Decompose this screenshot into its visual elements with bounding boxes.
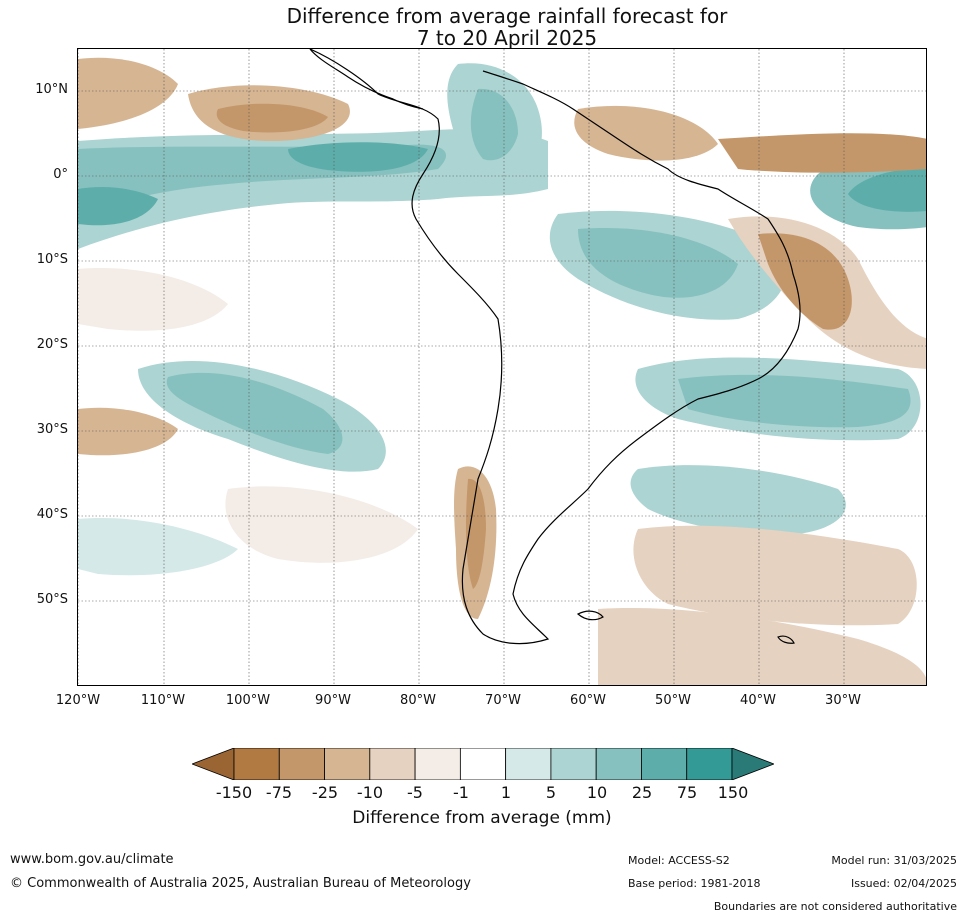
copyright-notice: © Commonwealth of Australia 2025, Austra… xyxy=(10,876,471,891)
lon-label-110w: 110°W xyxy=(140,693,186,708)
colorbar-label: -75 xyxy=(265,783,293,802)
lat-label-30s: 30°S xyxy=(36,422,68,437)
colorbar-label: 25 xyxy=(631,783,653,802)
colorbar-swatch xyxy=(641,748,688,780)
colorbar-swatch xyxy=(505,748,552,780)
lon-label-50w: 50°W xyxy=(655,693,691,708)
bom-climate-link[interactable]: www.bom.gov.au/climate xyxy=(10,852,174,867)
colorbar-swatch xyxy=(414,748,461,780)
colorbar-label: 150 xyxy=(717,783,749,802)
colorbar-swatch xyxy=(686,748,733,780)
falkland-islands xyxy=(576,610,604,621)
lat-label-40s: 40°S xyxy=(36,507,68,522)
lat-label-10s: 10°S xyxy=(36,252,68,267)
colorbar xyxy=(192,748,774,780)
lon-label-70w: 70°W xyxy=(485,693,521,708)
lon-label-60w: 60°W xyxy=(570,693,606,708)
colorbar-label: 1 xyxy=(500,783,512,802)
colorbar-label: 10 xyxy=(586,783,608,802)
issued-date: Issued: 02/04/2025 xyxy=(850,877,957,890)
colorbar-label: -150 xyxy=(215,783,253,802)
colorbar-label: -25 xyxy=(311,783,339,802)
colorbar-swatch xyxy=(233,748,280,780)
map-title-line1: Difference from average rainfall forecas… xyxy=(286,4,728,28)
colorbar-swatch xyxy=(595,748,642,780)
lon-label-100w: 100°W xyxy=(225,693,271,708)
lat-label-0: 0° xyxy=(53,167,68,182)
colorbar-label: 75 xyxy=(676,783,698,802)
model-info: Model: ACCESS-S2 xyxy=(628,854,730,867)
graticule xyxy=(78,49,926,685)
colorbar-swatch xyxy=(369,748,416,780)
colorbar-label: -1 xyxy=(453,783,469,802)
colorbar-label: -5 xyxy=(407,783,423,802)
colorbar-swatch xyxy=(459,748,507,780)
lon-label-80w: 80°W xyxy=(400,693,436,708)
rainfall-map xyxy=(77,48,927,686)
colorbar-swatch xyxy=(550,748,597,780)
model-run-date: Model run: 31/03/2025 xyxy=(831,854,957,867)
colorbar-label: -10 xyxy=(356,783,384,802)
lon-label-40w: 40°W xyxy=(740,693,776,708)
south-america-coastline xyxy=(309,49,801,645)
base-period: Base period: 1981-2018 xyxy=(628,877,761,890)
map-title-line2: 7 to 20 April 2025 xyxy=(416,26,598,50)
south-georgia xyxy=(777,635,795,644)
colorbar-label: 5 xyxy=(545,783,557,802)
lon-label-90w: 90°W xyxy=(315,693,351,708)
colorbar-swatch xyxy=(324,748,371,780)
lat-label-20s: 20°S xyxy=(36,337,68,352)
colorbar-swatch xyxy=(278,748,325,780)
lon-label-30w: 30°W xyxy=(825,693,861,708)
colorbar-extend-high xyxy=(731,748,774,780)
colorbar-title: Difference from average (mm) xyxy=(352,808,612,828)
boundaries-disclaimer: Boundaries are not considered authoritat… xyxy=(713,900,957,913)
central-america-coastline xyxy=(309,49,424,110)
lat-label-10n: 10°N xyxy=(35,82,68,97)
lat-label-50s: 50°S xyxy=(36,592,68,607)
lon-label-120w: 120°W xyxy=(55,693,101,708)
colorbar-extend-low xyxy=(192,748,235,780)
